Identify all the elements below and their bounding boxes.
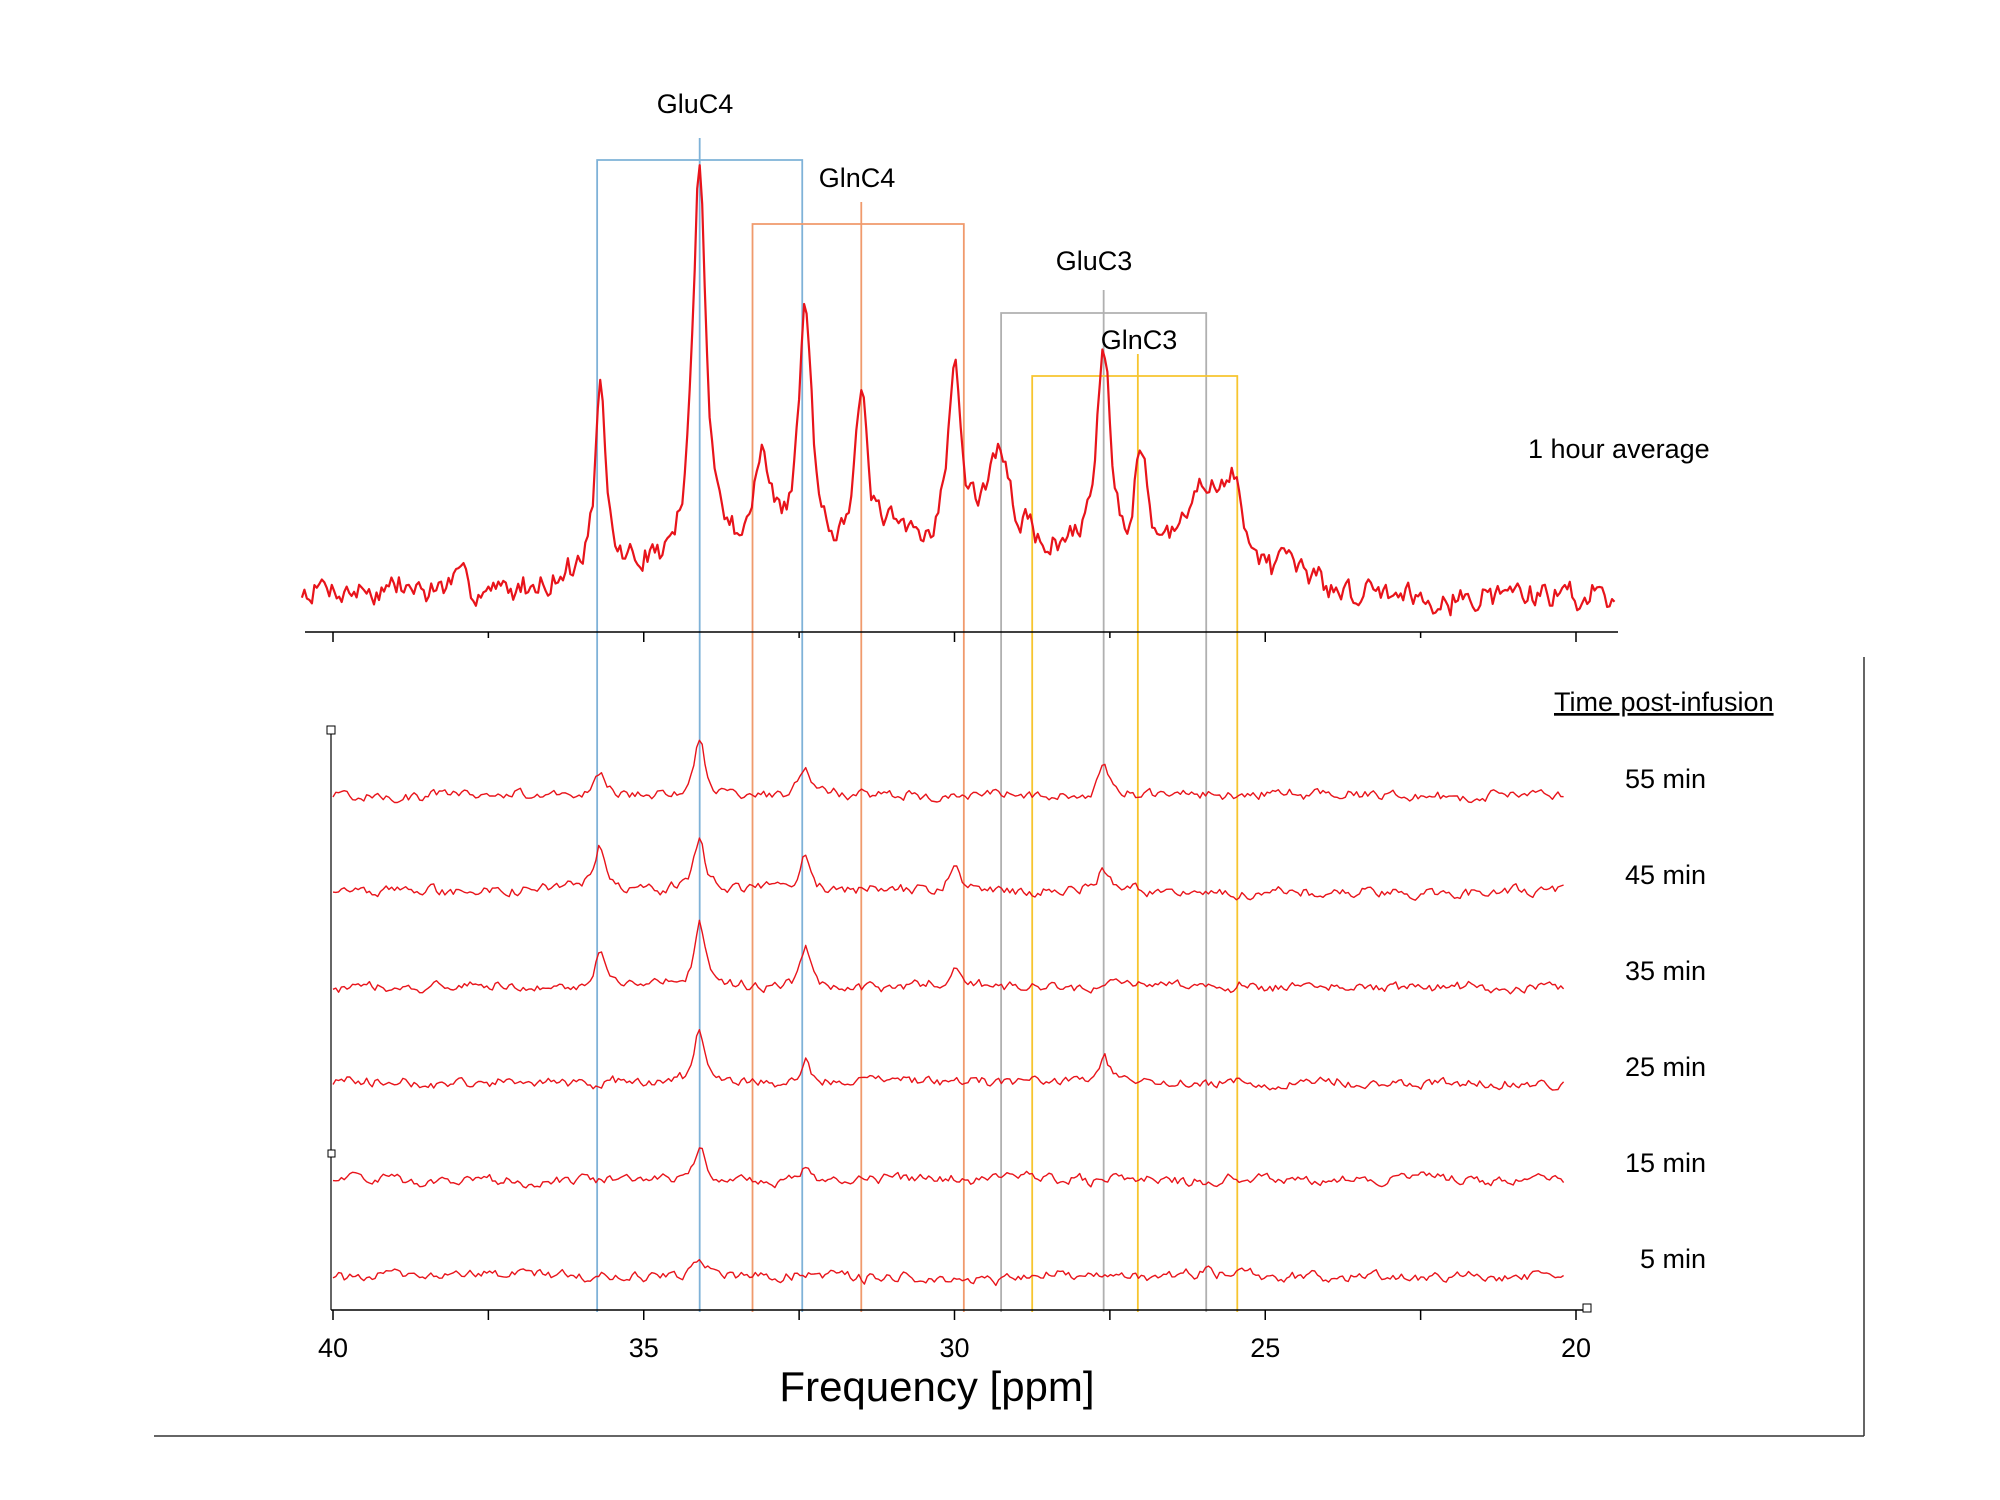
series-line	[332, 739, 1564, 804]
peak-annotations: GluC4 GlnC4 GluC3 GlnC3	[596, 89, 1239, 1312]
series-line	[332, 1258, 1564, 1287]
x-tick-label: 30	[939, 1333, 969, 1363]
series-label: 45 min	[1625, 860, 1706, 890]
series-line	[332, 1147, 1565, 1189]
annotation-label: GluC4	[657, 89, 734, 119]
series-title: Time post-infusion	[1554, 687, 1774, 717]
series-label: 55 min	[1625, 764, 1706, 794]
x-tick-label: 40	[318, 1333, 348, 1363]
series-35-min: 35 min	[332, 919, 1706, 995]
series-label: 5 min	[1640, 1244, 1706, 1274]
annotation-glnc4: GlnC4	[751, 163, 965, 1312]
series-25-min: 25 min	[332, 1029, 1706, 1091]
series-45-min: 45 min	[332, 837, 1706, 901]
stack-y-axis-mid-handle	[327, 1149, 336, 1158]
stack-x-ticks: 40 35 30 25 20	[318, 1310, 1591, 1363]
annotation-label: GlnC4	[819, 163, 896, 193]
x-tick-label: 25	[1250, 1333, 1280, 1363]
series-line	[332, 919, 1565, 995]
x-tick-label: 20	[1561, 1333, 1591, 1363]
average-spectrum-line	[300, 164, 1616, 617]
series-label: 15 min	[1625, 1148, 1706, 1178]
series-line	[332, 1029, 1565, 1091]
time-series-lines: 55 min 45 min 35 min 25 min 15 min 5 min	[332, 739, 1706, 1287]
series-15-min: 15 min	[332, 1147, 1706, 1189]
x-tick-label: 35	[629, 1333, 659, 1363]
annotation-gluc3: GluC3	[1000, 246, 1208, 1312]
annotation-glnc3: GlnC3	[1031, 325, 1239, 1312]
annotation-box	[751, 223, 965, 1312]
x-axis-label: Frequency [ppm]	[779, 1363, 1094, 1410]
series-55-min: 55 min	[332, 739, 1706, 804]
annotation-label: GluC3	[1056, 246, 1133, 276]
annotation-label: GlnC3	[1101, 325, 1178, 355]
series-label: 25 min	[1625, 1052, 1706, 1082]
stack-x-axis-end-handle	[1582, 1303, 1592, 1313]
annotation-box	[1031, 375, 1239, 1312]
series-5-min: 5 min	[332, 1244, 1706, 1287]
average-spectrum-panel: 1 hour average	[300, 164, 1710, 642]
annotation-gluc4: GluC4	[596, 89, 804, 1312]
average-x-ticks	[332, 632, 1577, 642]
series-label: 35 min	[1625, 956, 1706, 986]
stack-y-axis-top-handle	[326, 725, 336, 735]
series-line	[332, 837, 1564, 901]
time-series-panel: 40 35 30 25 20 Time post-infusion 55 min 45 m…	[318, 687, 1774, 1363]
average-label: 1 hour average	[1528, 434, 1710, 464]
